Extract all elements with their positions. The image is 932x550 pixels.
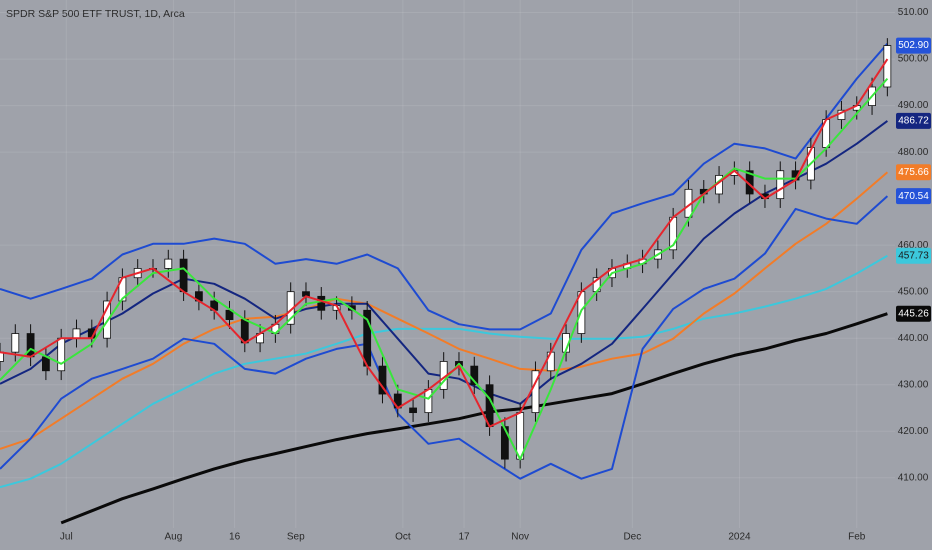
x-tick-label: Feb bbox=[848, 532, 866, 543]
candle-body bbox=[72, 328, 81, 339]
x-tick-label: Nov bbox=[511, 532, 529, 543]
candle-body bbox=[26, 333, 35, 358]
x-tick-label: Sep bbox=[287, 532, 305, 543]
candle-body bbox=[470, 365, 479, 386]
price-label: 475.66 bbox=[898, 167, 929, 178]
overlay-line bbox=[0, 58, 889, 428]
y-tick-label: 510.00 bbox=[898, 7, 929, 18]
x-tick-label: 17 bbox=[459, 532, 471, 543]
candle-body bbox=[409, 407, 417, 414]
candle-body bbox=[179, 258, 188, 293]
overlay-line bbox=[0, 43, 889, 331]
price-label-box bbox=[896, 305, 931, 322]
price-label-box bbox=[896, 164, 931, 181]
candle-body bbox=[531, 370, 540, 414]
candle-body bbox=[11, 333, 20, 353]
price-label: 457.73 bbox=[898, 250, 929, 261]
price-label: 445.26 bbox=[898, 308, 929, 319]
y-tick-label: 430.00 bbox=[898, 379, 929, 390]
y-tick-label: 440.00 bbox=[898, 333, 929, 344]
price-label-box bbox=[896, 37, 931, 54]
overlay-line bbox=[60, 312, 888, 525]
overlay-line bbox=[0, 254, 888, 489]
candle-body bbox=[500, 426, 509, 460]
y-tick-label: 500.00 bbox=[898, 54, 929, 65]
overlay-line bbox=[0, 171, 889, 450]
candle-body bbox=[0, 351, 4, 362]
y-tick-label: 450.00 bbox=[898, 286, 929, 297]
price-label-box bbox=[896, 188, 931, 205]
y-tick-label: 420.00 bbox=[898, 426, 929, 437]
candle-body bbox=[776, 170, 785, 200]
candle-body bbox=[57, 337, 66, 372]
candle-body bbox=[378, 365, 387, 395]
candle-body bbox=[164, 258, 173, 269]
y-tick-label: 480.00 bbox=[898, 147, 929, 158]
x-tick-label: Aug bbox=[164, 532, 182, 543]
price-label-box bbox=[896, 247, 931, 264]
candle-body bbox=[317, 295, 326, 311]
x-tick-label: 2024 bbox=[728, 532, 751, 543]
chart-title: SPDR S&P 500 ETF TRUST, 1D, Arca bbox=[6, 8, 185, 20]
y-tick-label: 460.00 bbox=[898, 240, 929, 251]
x-tick-label: Oct bbox=[395, 532, 411, 543]
price-label-box bbox=[896, 112, 931, 129]
price-label: 502.90 bbox=[898, 40, 929, 51]
y-tick-label: 410.00 bbox=[898, 472, 929, 483]
x-tick-label: Jul bbox=[60, 532, 73, 543]
x-tick-label: Dec bbox=[623, 532, 641, 543]
price-label: 470.54 bbox=[898, 191, 929, 202]
candle-body bbox=[424, 388, 433, 414]
x-tick-label: 16 bbox=[229, 532, 241, 543]
price-label: 486.72 bbox=[898, 115, 929, 126]
overlay-line bbox=[0, 195, 889, 480]
y-tick-label: 490.00 bbox=[898, 100, 929, 111]
overlay-line bbox=[0, 77, 889, 461]
candle-body bbox=[41, 356, 50, 372]
